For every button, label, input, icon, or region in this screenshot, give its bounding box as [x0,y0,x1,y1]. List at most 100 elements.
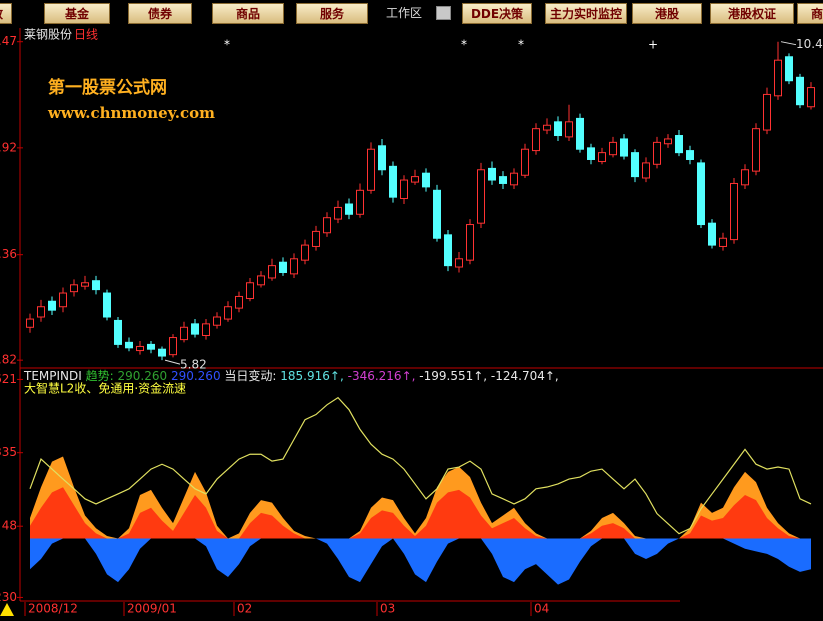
candle-body [565,121,573,138]
candle-body [642,162,650,179]
x-tick-label: 02 [237,602,252,616]
candle-body [554,121,562,137]
candle-body [323,217,331,234]
candle-body [81,282,89,287]
button[interactable]: 服务 [296,3,368,24]
candle-body [741,169,749,186]
y-tick-label: 7.36 [0,247,17,261]
button[interactable]: 债券 [128,3,192,24]
signal-star: * [518,38,524,52]
y-tick-label: 48 [2,519,17,533]
candle-body [169,337,177,356]
candle-body [598,152,606,163]
workspace-icon[interactable] [436,6,451,20]
button[interactable]: 商品 [212,3,284,24]
button[interactable]: 教 [0,3,12,24]
candle-body [752,128,760,172]
candle-body [620,138,628,157]
candle-body [158,348,166,357]
candle-body [609,141,617,156]
candle-body [257,275,265,286]
watermark: www.chnmoney.com [47,104,215,122]
button[interactable]: 商 [797,3,823,24]
candle-body [785,56,793,82]
candle-body [147,343,155,350]
candle-body [103,292,111,318]
y-tick-label: 621 [0,372,17,386]
workspace[interactable]: 工作区 [386,6,423,20]
candle-body [37,306,45,318]
x-tick-label: 2009/01 [127,602,177,616]
candle-body [213,316,221,326]
candle-body [796,76,804,106]
toolbar: 教 基金 债券 商品 服务 工作区 DDE决策 主力实时监控 港股 港股权证 商 [0,0,823,28]
candle-body [180,326,188,341]
readout-label: 当日变动: [224,368,276,383]
candle-body [70,284,78,293]
annotation-arrow [164,359,181,365]
candle-body [26,318,34,328]
y-tick-label: 5.82 [0,353,17,367]
candle-body [631,152,639,178]
candle-body [576,117,584,150]
button[interactable]: 港股 [632,3,702,24]
readout-value: 290.260 [171,369,221,383]
candle-body [235,295,243,309]
readout-value: -124.704↑, [491,369,559,383]
candle-body [345,203,353,215]
candle-body [455,258,463,268]
candle-body [59,292,67,308]
candle-body [532,128,540,152]
y-tick-label: 8.92 [0,140,17,154]
candle-body [125,341,133,349]
candle-body [290,258,298,275]
button[interactable]: 基金 [44,3,110,24]
button[interactable]: DDE决策 [462,3,532,24]
x-tick-label: 2008/12 [28,602,78,616]
watermark: 第一股票公式网 [48,77,167,98]
flow-area [30,538,811,585]
annotation-arrow [780,41,797,46]
candle-body [301,244,309,261]
button[interactable]: 港股权证 [710,3,794,24]
period: 日线 [74,28,98,42]
candle-body [114,319,122,345]
candle-body [730,182,738,241]
candle-body [807,87,815,108]
x-tick-label: 04 [534,602,549,616]
flow-area [30,487,811,539]
candle-body [136,345,144,352]
candle-body [675,135,683,154]
candle-body [774,59,782,97]
candle-body [92,280,100,291]
indicator-name: TEMPINDI [23,369,82,383]
candle-body [664,138,672,145]
candle-body [422,172,430,188]
candle-body [279,261,287,273]
candle-body [686,150,694,160]
candle-body [378,145,386,171]
candle-body [708,222,716,246]
signal-star: + [648,38,658,52]
signal-star: * [461,38,467,52]
candle-body [191,323,199,335]
flow-area [30,456,811,539]
low-label: 5.82 [180,358,207,372]
readout-label: 趋势: [86,369,114,383]
candle-body [48,300,56,311]
candle-body [719,237,727,247]
candle-body [587,147,595,160]
candle-body [202,323,210,336]
readout-value: -346.216↑, [348,369,416,383]
readout-value: 290.260 [118,369,168,383]
candle-body [488,167,496,181]
candle-body [653,141,661,165]
candle-body [334,206,342,220]
high-label: 10.47 [796,37,823,51]
candle-body [367,148,375,191]
signal-star: * [224,38,230,52]
button[interactable]: 主力实时监控 [545,3,627,24]
marker-icon [0,603,14,616]
